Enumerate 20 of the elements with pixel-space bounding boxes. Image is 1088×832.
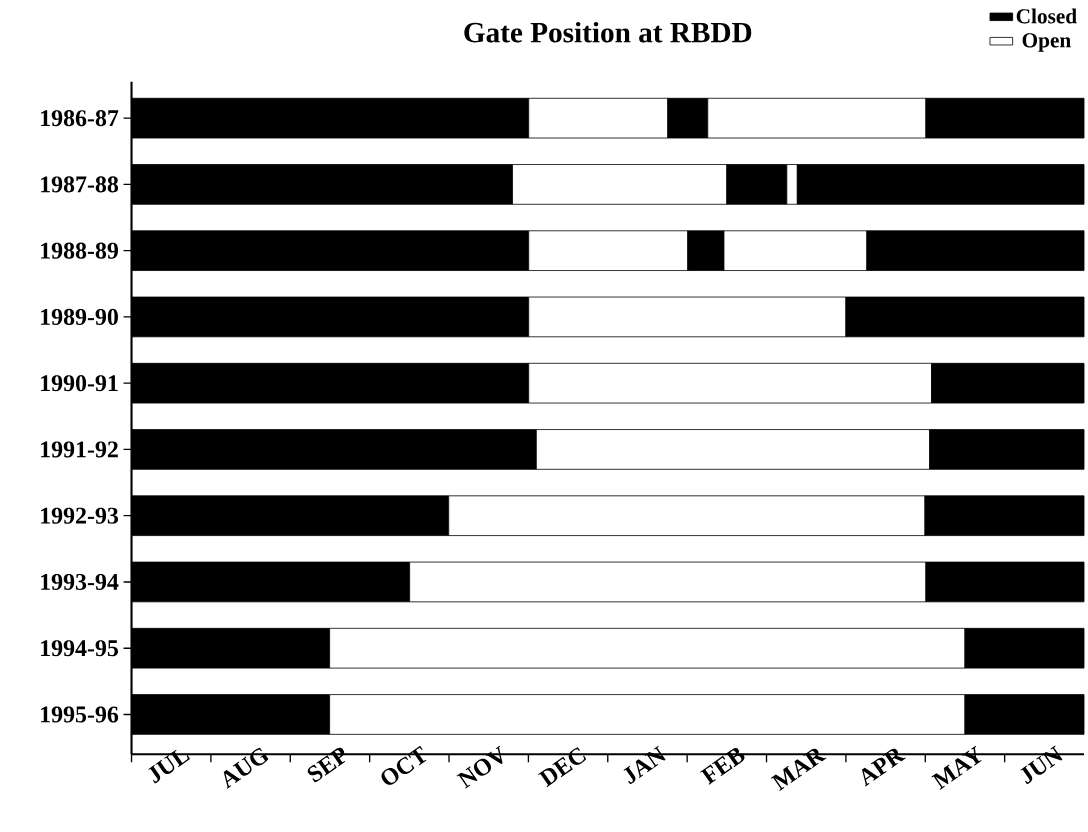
annotation: DEC [538,747,587,788]
legend-label: Closed [1016,8,1077,24]
y-tick-label: 1988-89 [41,242,119,259]
annotation: JAN [623,745,666,785]
y-tick-label: 1995-96 [41,706,119,723]
y-tick-label: 1994-95 [41,640,118,657]
annotation: SEP [307,747,346,783]
annotation: FEB [700,748,745,785]
legend-label: Open [1022,33,1071,52]
annotation: JUL [148,749,190,784]
annotation: OCT [381,745,427,785]
y-tick-label: 1986-87 [41,110,119,127]
y-tick-label: 1987-88 [41,176,119,193]
y-tick-label: 1992-93 [41,507,119,524]
y-tick-label: 1990-91 [41,375,118,392]
y-tick-label: 1993-94 [41,573,119,591]
y-tick-label: 1991-92 [41,441,118,458]
y-tick-label: 1989-90 [41,308,118,326]
chart-title: Gate Position at RBDD [464,21,752,43]
annotation: APR [861,748,906,787]
